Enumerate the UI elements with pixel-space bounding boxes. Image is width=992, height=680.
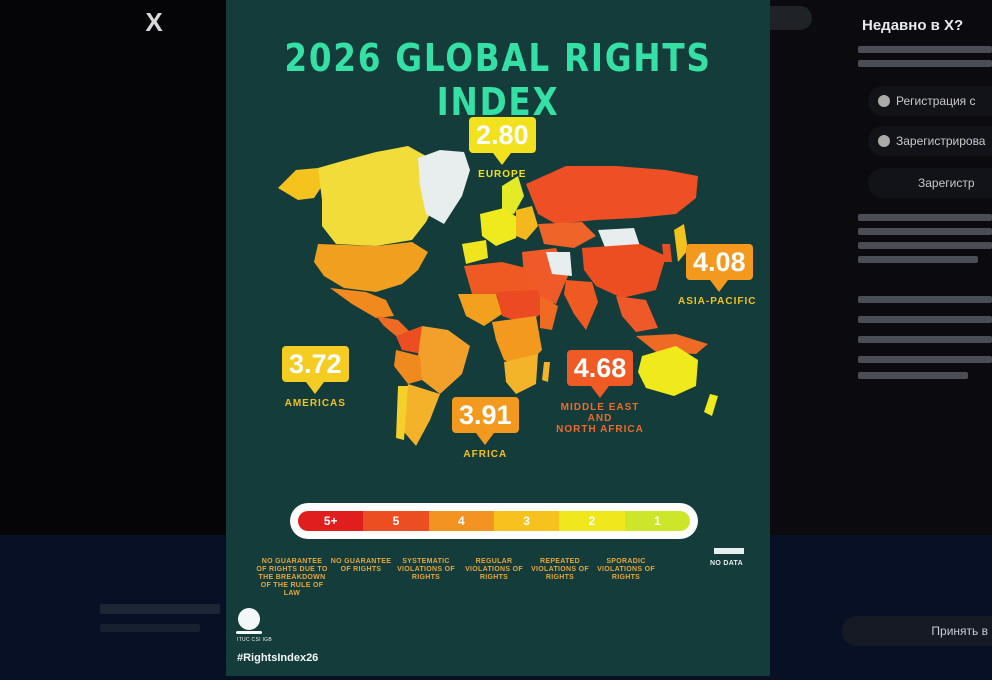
map-chile: [396, 386, 408, 440]
scale-description: REPEATED VIOLATIONS OF RIGHTS: [531, 558, 589, 581]
region-name: MIDDLE EAST AND NORTH AFRICA: [556, 402, 644, 435]
sidebar-footer-link[interactable]: [858, 336, 992, 343]
map-west-europe: [480, 208, 518, 246]
map-korea: [662, 244, 672, 262]
sidebar-footer-link[interactable]: [858, 316, 992, 323]
region-pin-africa: 3.91 AFRICA: [452, 397, 519, 460]
region-pin-mena: 4.68 MIDDLE EAST AND NORTH AFRICA: [550, 350, 650, 435]
google-icon: [878, 95, 890, 107]
infographic-title: 2026 GLOBAL RIGHTS INDEX: [284, 36, 712, 124]
map-new-zealand: [704, 394, 718, 416]
map-japan: [674, 224, 688, 262]
map-china: [582, 244, 666, 298]
map-canada: [318, 146, 438, 246]
map-central-america: [376, 316, 410, 336]
scale-rating-3: 4: [428, 511, 494, 531]
sidebar-text-line: [858, 228, 992, 235]
map-greenland: [418, 150, 470, 224]
map-india: [564, 280, 598, 330]
map-madagascar: [542, 362, 550, 382]
logo-text: ITUC CSI IGB: [237, 637, 272, 643]
map-central-africa: [492, 316, 542, 368]
close-icon[interactable]: X: [145, 6, 163, 37]
top-button[interactable]: [770, 6, 812, 30]
map-scandinavia: [502, 176, 524, 214]
map-southern-africa: [504, 354, 538, 394]
region-value: 4.68: [566, 350, 634, 398]
map-usa: [314, 242, 428, 292]
rating-scale-bar: 5+ 5 4 3 2 1: [290, 503, 698, 539]
sidebar-footer-link[interactable]: [858, 372, 968, 379]
sidebar-text-line: [858, 46, 992, 53]
region-value: 2.80: [469, 117, 536, 165]
region-value: 3.72: [282, 346, 349, 394]
map-north-africa: [464, 262, 532, 296]
map-brazil: [418, 326, 470, 394]
sidebar-footer-link[interactable]: [858, 296, 992, 303]
sidebar-footer-link[interactable]: [858, 356, 992, 363]
scale-rating-4: 3: [493, 511, 560, 531]
region-pin-europe: 2.80 EUROPE: [469, 117, 536, 180]
apple-icon: [878, 135, 890, 147]
map-indonesia: [636, 334, 708, 354]
scale-description: NO GUARANTEE OF RIGHTS: [330, 558, 392, 573]
region-name: ASIA-PACIFIC: [678, 296, 757, 307]
scale-rating-1: 5+: [298, 511, 364, 531]
scale-rating-5: 2: [559, 511, 625, 531]
scale-description: NO GUARANTEE OF RIGHTS DUE TO THE BREAKD…: [256, 558, 328, 597]
sidebar-text-line: [858, 60, 992, 67]
map-argentina: [404, 384, 440, 446]
register-button[interactable]: Зарегистр: [868, 168, 992, 198]
region-pin-americas: 3.72 AMERICAS: [282, 346, 349, 409]
banner-text-line: [100, 604, 220, 614]
scale-description: REGULAR VIOLATIONS OF RIGHTS: [465, 558, 523, 581]
google-signup-button[interactable]: Регистрация с: [868, 86, 992, 116]
region-value: 4.08: [685, 244, 753, 292]
map-horn-africa: [540, 296, 558, 330]
region-value: 3.91: [452, 397, 519, 445]
register-label: Зарегистр: [918, 176, 975, 190]
map-east-europe: [516, 206, 538, 240]
no-data-swatch: [714, 548, 744, 554]
sidebar-text-line: [858, 214, 992, 221]
ituc-logo: [238, 608, 260, 630]
infographic-image: 2026 GLOBAL RIGHTS INDEX: [226, 0, 770, 676]
scale-description: SPORADIC VIOLATIONS OF RIGHTS: [597, 558, 655, 581]
map-alaska: [278, 168, 322, 200]
scale-description: SYSTEMATIC VIOLATIONS OF RIGHTS: [397, 558, 455, 581]
scale-rating-2: 5: [363, 511, 429, 531]
sidebar-title: Недавно в X?: [862, 17, 964, 34]
sidebar-text-line: [858, 256, 978, 263]
map-australia: [638, 346, 698, 396]
map-kazakhstan: [538, 222, 596, 248]
no-data-label: NO DATA: [710, 560, 743, 567]
apple-signup-label: Зарегистрирова: [896, 134, 986, 148]
map-southeast-asia: [616, 296, 658, 332]
region-name: EUROPE: [478, 169, 527, 180]
map-russia: [526, 166, 698, 224]
scale-rating-6: 1: [624, 511, 690, 531]
region-pin-asia-pacific: 4.08 ASIA-PACIFIC: [678, 244, 756, 307]
region-name: AMERICAS: [284, 398, 346, 409]
map-sahel: [496, 290, 544, 324]
hashtag: #RightsIndex26: [237, 652, 319, 664]
ituc-logo-bar: [236, 631, 262, 634]
rating-scale-segments: 5+ 5 4 3 2 1: [298, 511, 690, 531]
apple-signup-button[interactable]: Зарегистрирова: [868, 126, 992, 156]
banner-text-line: [100, 624, 200, 632]
map-mexico: [330, 288, 394, 318]
google-signup-label: Регистрация с: [896, 94, 976, 108]
follow-button[interactable]: Принять в: [842, 616, 992, 646]
map-peru: [394, 350, 422, 384]
world-map: [278, 146, 718, 446]
map-iran: [546, 252, 572, 276]
sidebar-text-line: [858, 242, 992, 249]
map-mongolia: [598, 228, 640, 250]
map-west-africa: [458, 294, 502, 326]
map-iberia: [462, 240, 488, 264]
region-name: AFRICA: [463, 449, 508, 460]
